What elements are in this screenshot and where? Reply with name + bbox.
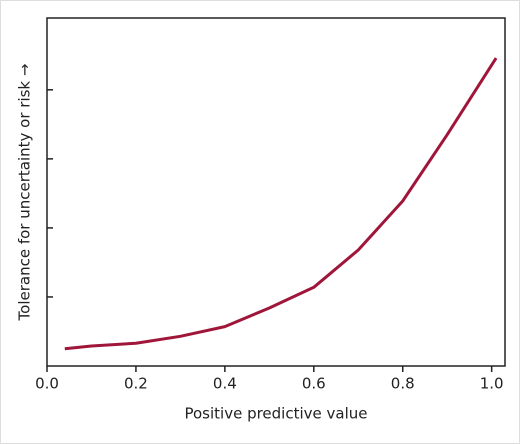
- x-tick-label: 0.2: [124, 375, 148, 393]
- x-tick-label: 0.4: [213, 375, 237, 393]
- x-axis-label: Positive predictive value: [184, 405, 367, 423]
- x-tick-label: 0.0: [35, 375, 59, 393]
- x-tick-label: 0.6: [302, 375, 326, 393]
- plot-area: [46, 17, 506, 367]
- x-tick-label: 1.0: [480, 375, 504, 393]
- y-axis-label: Tolerance for uncertainty or risk →: [16, 64, 34, 322]
- x-tick-label: 0.8: [391, 375, 415, 393]
- curve: [64, 57, 498, 351]
